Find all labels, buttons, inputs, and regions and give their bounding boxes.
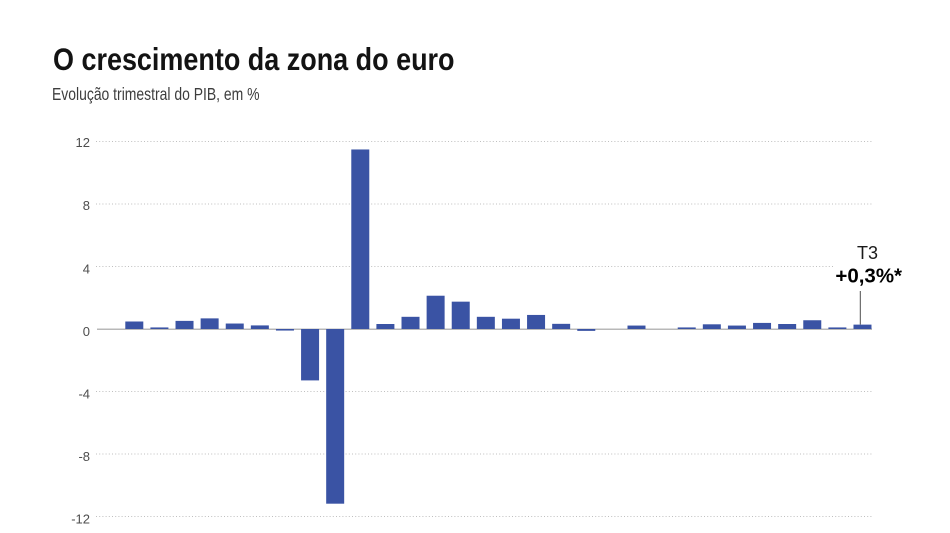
svg-text:4: 4 [83,262,90,277]
svg-text:Evolução trimestral do PIB, em: Evolução trimestral do PIB, em % [52,84,260,104]
svg-text:T3: T3 [857,243,878,263]
svg-text:+0,3%*: +0,3%* [835,264,902,287]
svg-text:O crescimento da zona do euro: O crescimento da zona do euro [53,41,455,77]
svg-text:-12: -12 [71,512,90,527]
svg-text:0: 0 [83,324,90,339]
svg-text:12: 12 [76,135,90,150]
svg-text:-8: -8 [78,449,90,464]
svg-text:-4: -4 [78,387,90,402]
svg-text:8: 8 [83,198,90,213]
